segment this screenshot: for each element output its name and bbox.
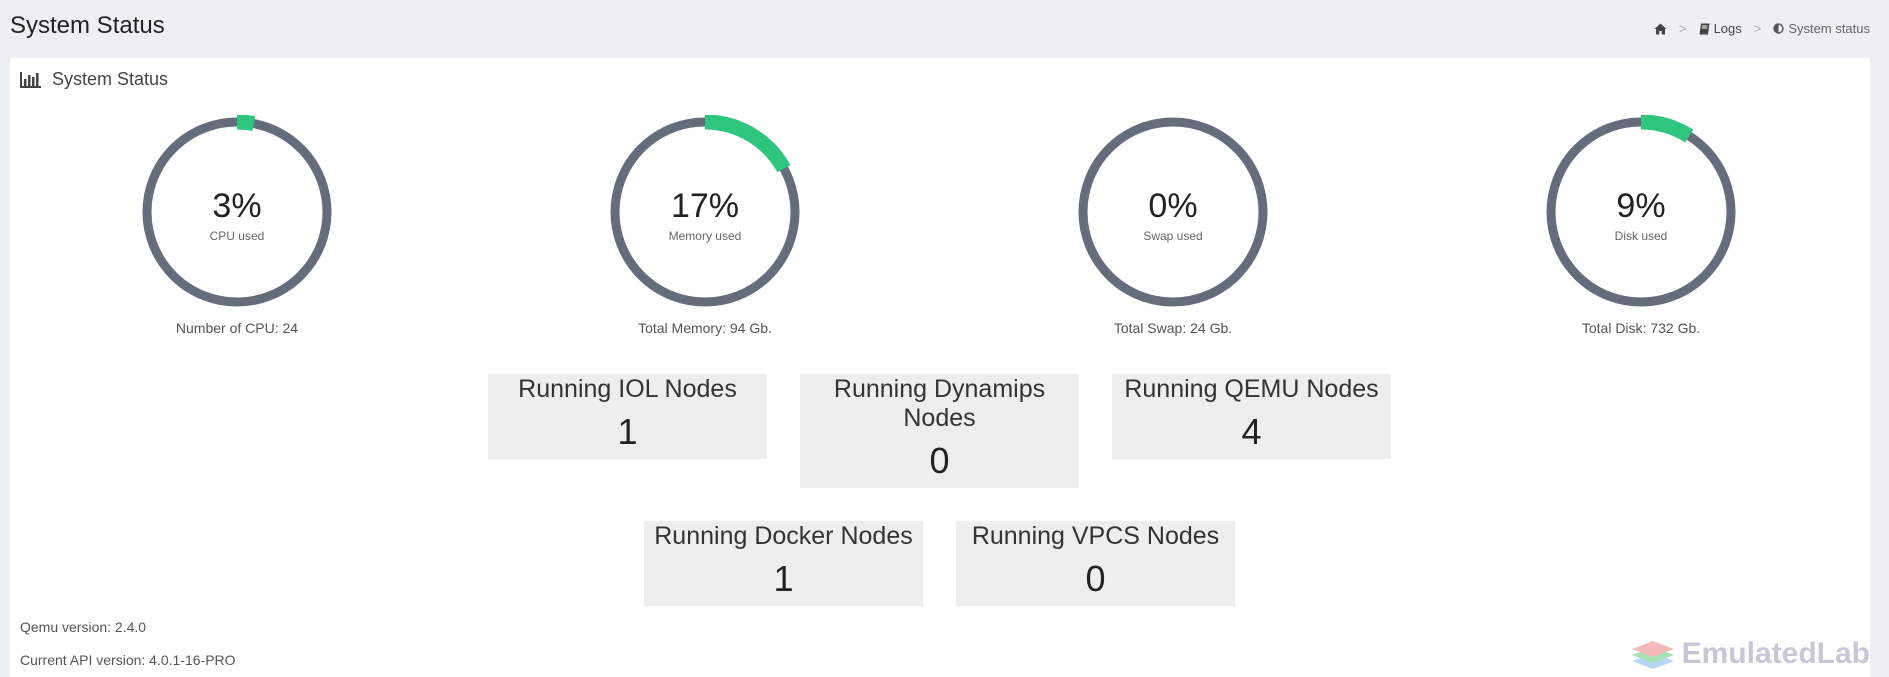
watermark-text: EmulatedLab: [1681, 637, 1870, 670]
disk-percent: 9%: [1616, 187, 1666, 225]
vpcs-nodes-box: Running VPCS Nodes 0: [956, 521, 1235, 606]
breadcrumb-current: System status: [1773, 21, 1870, 36]
cpu-percent: 3%: [212, 187, 262, 225]
cpu-gauge-ring: [140, 115, 334, 309]
vpcs-nodes-label: Running VPCS Nodes: [971, 522, 1220, 550]
breadcrumb-home[interactable]: [1654, 23, 1667, 35]
qemu-nodes-box: Running QEMU Nodes 4: [1112, 374, 1391, 459]
docker-nodes-box: Running Docker Nodes 1: [644, 521, 923, 606]
breadcrumb-logs[interactable]: Logs: [1699, 21, 1742, 36]
swap-gauge-ring: [1078, 117, 1268, 307]
page-header: System Status > Logs > System status: [0, 0, 1889, 58]
bar-chart-icon: [20, 71, 41, 88]
dynamips-nodes-label: Running Dynamips Nodes: [833, 375, 1046, 432]
disk-gauge: 9% Disk used Total Disk: 732 Gb.: [1531, 115, 1751, 345]
memory-percent: 17%: [670, 187, 740, 225]
book-icon: [1699, 23, 1710, 34]
swap-gauge: 0% Swap used Total Swap: 24 Gb.: [1063, 115, 1283, 345]
panel-title-text: System Status: [52, 69, 169, 89]
iol-nodes-count: 1: [617, 411, 638, 452]
dynamips-nodes-box: Running Dynamips Nodes 0: [800, 374, 1079, 488]
docker-nodes-label: Running Docker Nodes: [654, 522, 913, 550]
breadcrumb: > Logs > System status: [1654, 21, 1870, 36]
api-version: Current API version: 4.0.1-16-PRO: [20, 652, 236, 668]
breadcrumb-current-label: System status: [1788, 21, 1870, 36]
memory-label: Memory used: [668, 229, 742, 243]
swap-percent: 0%: [1148, 187, 1198, 225]
memory-gauge-ring: [608, 115, 802, 309]
memory-gauge: 17% Memory used Total Memory: 94 Gb.: [595, 115, 815, 345]
cpu-label: CPU used: [209, 229, 265, 243]
qemu-nodes-count: 4: [1241, 411, 1262, 452]
disk-total: Total Disk: 732 Gb.: [1581, 320, 1701, 336]
page-title: System Status: [10, 12, 165, 39]
docker-nodes-count: 1: [773, 558, 794, 599]
breadcrumb-separator: >: [1753, 21, 1762, 36]
vpcs-nodes-count: 0: [1085, 558, 1106, 599]
stack-layers-icon: [1631, 641, 1674, 669]
emulatedlab-watermark: EmulatedLab: [1630, 635, 1870, 673]
panel-title: System Status: [20, 69, 168, 90]
breadcrumb-separator: >: [1678, 21, 1687, 36]
system-status-panel: System Status 3% CPU used Number of CPU:…: [10, 58, 1870, 677]
adjust-icon: [1773, 23, 1785, 34]
disk-gauge-ring: [1544, 115, 1738, 309]
memory-total: Total Memory: 94 Gb.: [638, 320, 772, 336]
cpu-total: Number of CPU: 24: [175, 320, 299, 336]
swap-label: Swap used: [1143, 229, 1203, 243]
disk-label: Disk used: [1614, 229, 1668, 243]
iol-nodes-label: Running IOL Nodes: [518, 375, 737, 403]
qemu-version: Qemu version: 2.4.0: [20, 619, 147, 635]
qemu-nodes-label: Running QEMU Nodes: [1124, 375, 1379, 403]
cpu-gauge: 3% CPU used Number of CPU: 24: [127, 115, 347, 345]
breadcrumb-logs-label: Logs: [1713, 21, 1742, 36]
swap-total: Total Swap: 24 Gb.: [1113, 320, 1233, 336]
dynamips-nodes-count: 0: [929, 440, 950, 481]
iol-nodes-box: Running IOL Nodes 1: [488, 374, 767, 459]
home-icon: [1654, 23, 1667, 34]
